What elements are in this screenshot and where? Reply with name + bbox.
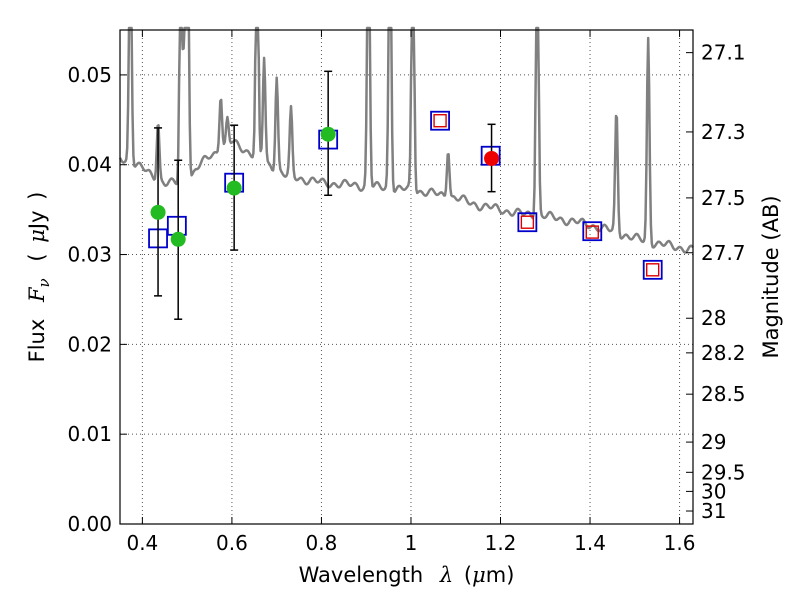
mag-tick-label: 27.5 [701,186,746,210]
detection-point [226,180,242,196]
plot-frame [119,29,694,525]
model-photometry-square [582,221,603,242]
model-spectrum [118,26,694,254]
mag-tick-label: 27.7 [701,241,746,265]
x-tick-label: 0.6 [216,531,248,555]
x-tick-label: 1.4 [574,531,606,555]
y-axis-title: Flux Fν ( μJy ) [25,192,54,363]
mag-tick-label: 29 [701,430,726,454]
x-axis-title: Wavelength λ (μm) [299,563,515,587]
mag-tick-label: 27.3 [701,120,746,144]
mag-tick-label: 28 [701,306,726,330]
model-spectrum-line [118,26,694,254]
model-photometry-square [517,212,538,233]
x-tick-label: 1 [405,531,418,555]
y-tick-label: 0.00 [67,512,112,536]
x-tick-label: 0.4 [126,531,158,555]
detection-point [320,126,336,142]
mag-tick-label: 30 [701,479,726,503]
y-tick-label: 0.04 [67,153,112,177]
x-tick-label: 1.2 [485,531,517,555]
x-tick-label: 0.8 [306,531,338,555]
detection-point [150,204,166,220]
secondary-y-axis-title: Magnitude (AB) [759,195,783,358]
upper-limit-square [433,114,447,128]
grid [120,30,693,525]
axis-ticks: 0.4 0.6 0.8 1 1.2 1.4 1.6 0.00 0.01 0.02 0.03 0.04 0… [67,30,746,555]
y-tick-label: 0.03 [67,243,112,267]
mag-tick-label: 28.5 [701,382,746,406]
y-tick-label: 0.05 [67,63,112,87]
model-photometry-square [642,259,663,280]
upper-limit-square [585,225,599,239]
upper-limit-square [646,263,660,277]
mag-tick-label: 27.1 [701,41,746,65]
model-photometry-square [430,110,450,131]
y-tick-label: 0.02 [67,332,112,356]
detection-point [484,150,500,166]
data-points [148,70,663,320]
mag-tick-label: 31 [701,499,726,523]
y-tick-label: 0.01 [67,422,112,446]
mag-tick-label: 29.5 [701,460,746,484]
detection-point [170,231,186,247]
mag-tick-label: 28.2 [701,341,746,365]
x-tick-label: 1.6 [664,531,696,555]
upper-limit-square [520,215,535,229]
